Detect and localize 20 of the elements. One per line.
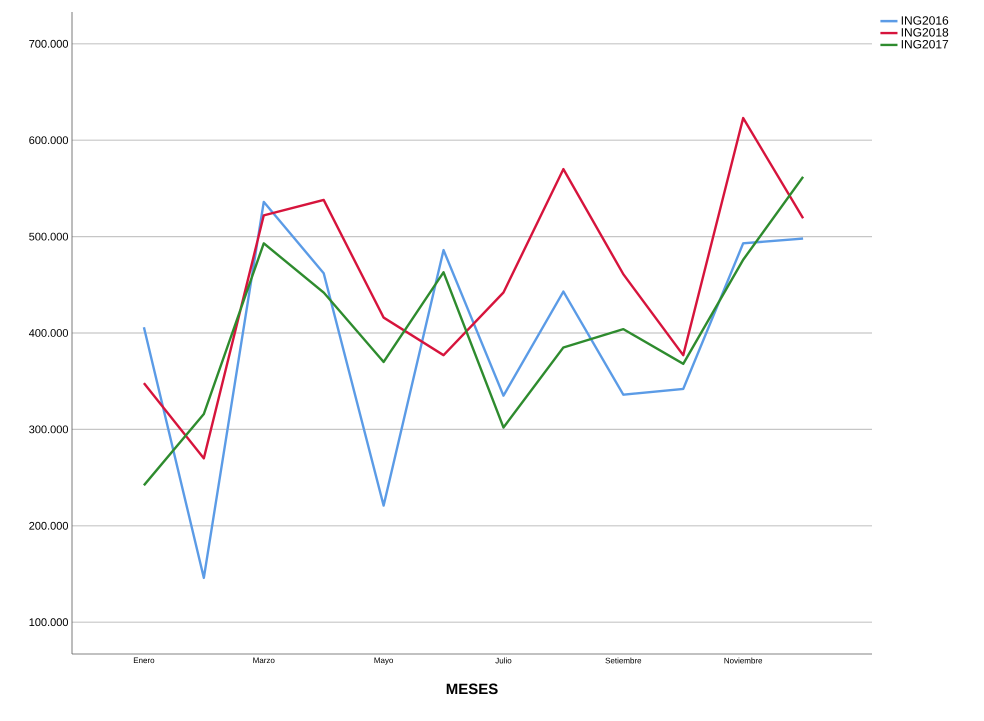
x-tick-label: Setiembre	[605, 658, 642, 664]
x-tick-label: Noviembre	[724, 658, 762, 664]
line-series	[142, 200, 804, 580]
line-series	[142, 176, 804, 487]
y-tick-label: 400.000	[28, 329, 68, 337]
x-tick-label: Mayo	[374, 658, 394, 665]
x-tick-label: Marzo	[253, 658, 275, 664]
legend-label: ING2017	[902, 40, 948, 48]
y-tick-label: 200.000	[29, 522, 68, 530]
x-tick-label: Enero	[134, 658, 154, 664]
y-tick-label: 300.000	[29, 426, 68, 434]
line-series	[142, 116, 804, 460]
x-tick-label: Julio	[495, 658, 512, 664]
y-tick-label: 100.000	[30, 618, 68, 626]
legend-label: ING2018	[902, 28, 948, 37]
x-axis-title: MESES	[446, 684, 498, 694]
y-tick-label: 500.000	[29, 232, 68, 240]
y-tick-label: 700.000	[29, 40, 68, 48]
legend-label: ING2016	[902, 16, 948, 25]
y-tick-label: 600.000	[29, 136, 68, 144]
